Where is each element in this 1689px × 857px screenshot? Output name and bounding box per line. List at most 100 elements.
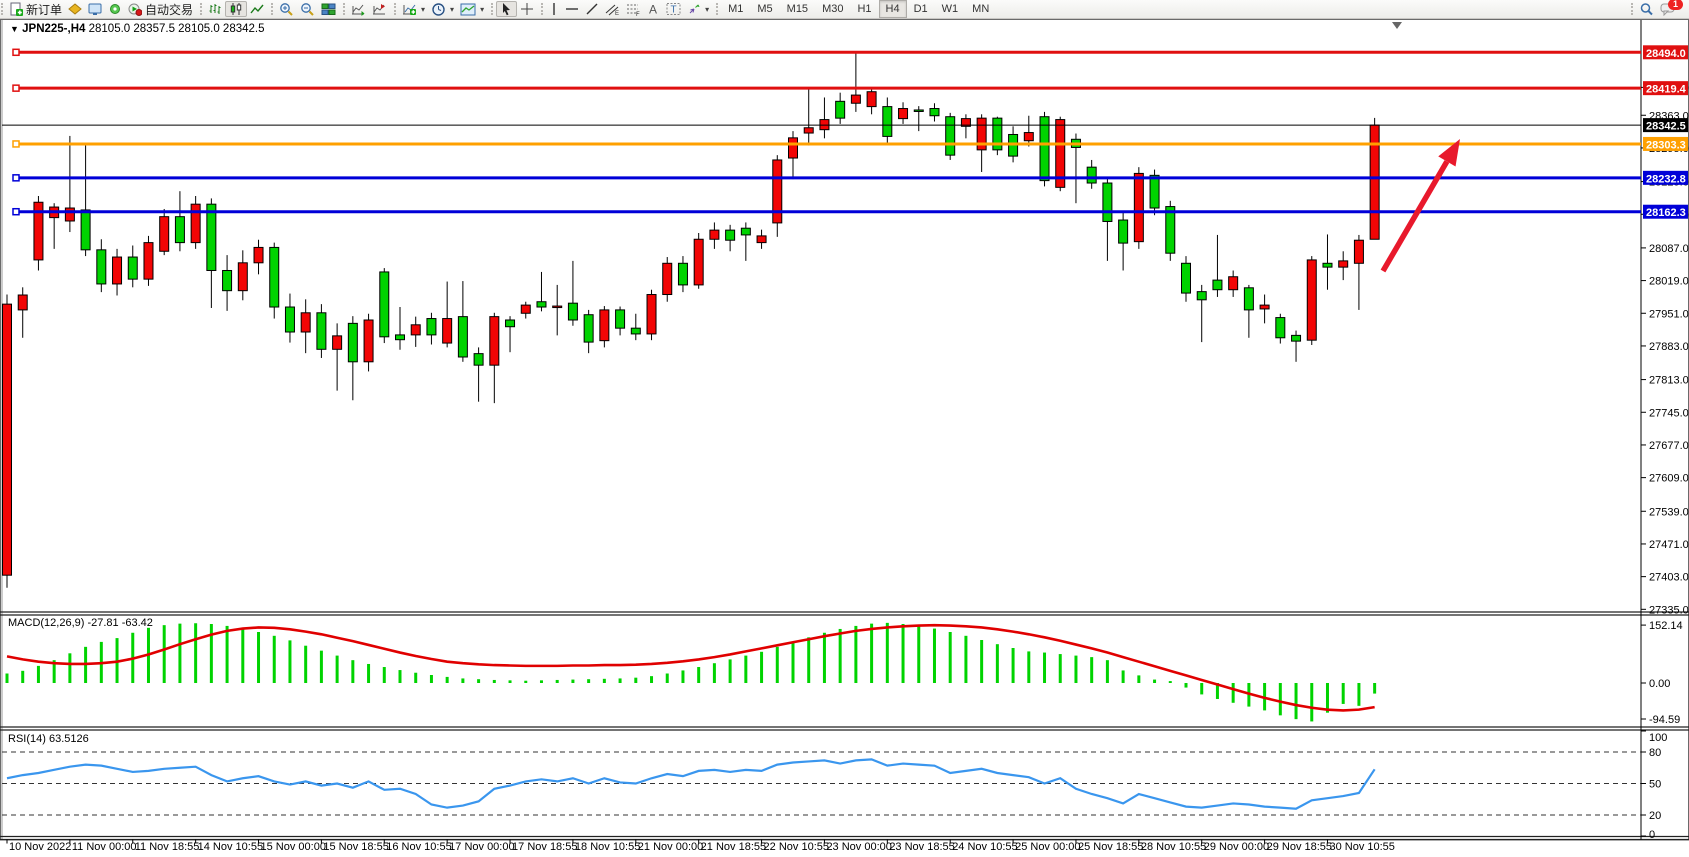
hline-marker[interactable] (12, 207, 20, 216)
candle-body (237, 262, 248, 292)
auto-trading-label: 自动交易 (145, 2, 194, 17)
notifications-button[interactable]: 1 (1657, 0, 1683, 17)
candle-body (473, 353, 484, 366)
auto-scroll-button[interactable] (348, 1, 369, 17)
metaeditor-icon (68, 3, 82, 15)
text-button[interactable]: A (644, 1, 663, 17)
timeframe-m1[interactable]: M1 (728, 3, 744, 15)
hline-marker[interactable] (12, 174, 20, 182)
crosshair-button[interactable] (517, 1, 537, 17)
candle-body (395, 334, 405, 341)
price-tick-label: 27951.0 (1649, 308, 1689, 320)
fibonacci-button[interactable]: F (623, 1, 644, 17)
candle-body (567, 302, 578, 321)
arrows-button[interactable]: ▾ (684, 1, 712, 17)
auto-trading-button[interactable]: 自动交易 (125, 1, 196, 17)
text-icon: A (649, 3, 657, 17)
trendline-button[interactable] (582, 1, 602, 17)
timeframe-d1[interactable]: D1 (913, 3, 928, 15)
timeframe-m30[interactable]: M30 (822, 3, 844, 15)
equidistant-channel-button[interactable]: E (602, 1, 623, 17)
rsi-indicator-label: RSI(14) 63.5126 (8, 733, 89, 745)
text-label-button[interactable]: T (663, 1, 684, 17)
price-badge-label: 28232.8 (1646, 173, 1686, 185)
price-badge (1643, 170, 1688, 185)
collapse-arrow-icon[interactable]: ▼ (10, 24, 19, 34)
fibonacci-icon: F (627, 4, 640, 16)
candle-body (709, 229, 720, 240)
candle-body (316, 312, 327, 350)
candle-body (945, 116, 956, 156)
rsi-line (6, 758, 1376, 810)
periods-button[interactable]: ▾ (428, 1, 457, 17)
candle-body (1039, 116, 1050, 182)
svg-text:F: F (636, 12, 640, 16)
date-label: 11 Nov 00:00 (72, 841, 137, 853)
timeframe-h1[interactable]: H1 (857, 3, 872, 15)
candle-body (1353, 239, 1364, 264)
candle-body (269, 246, 280, 308)
candle-body (64, 207, 75, 222)
vertical-line-button[interactable] (546, 1, 562, 17)
candle-body (489, 316, 500, 366)
signals-button[interactable] (105, 1, 125, 17)
signals-icon (110, 4, 121, 14)
periods-clock-icon (432, 2, 445, 16)
bar-chart-button[interactable] (205, 1, 225, 17)
candle-body (803, 127, 814, 134)
date-label: 24 Nov 10:55 (952, 841, 1017, 853)
line-chart-button[interactable] (247, 1, 267, 17)
price-tick-label: 27609.0 (1649, 473, 1689, 485)
chart-shift-icon (373, 4, 386, 15)
timeframe-m15[interactable]: M15 (786, 3, 809, 15)
candle-body (1149, 174, 1160, 209)
hline-marker[interactable] (12, 48, 20, 57)
periods-caret-icon: ▾ (450, 4, 455, 14)
candle-body (1212, 279, 1223, 291)
candle-body (583, 314, 594, 343)
new-order-button[interactable]: 新订单 (6, 1, 65, 17)
chart-title: ▼ JPN225-,H4 28105.0 28357.5 28105.0 283… (10, 23, 265, 35)
trend-arrow-line[interactable] (1380, 160, 1450, 273)
macd-indicator-label: MACD(12,26,9) -27.81 -63.42 (8, 617, 153, 629)
candlestick-chart-button[interactable] (225, 1, 248, 17)
timeframe-m5[interactable]: M5 (757, 3, 773, 15)
horizontal-line-button[interactable] (562, 1, 582, 17)
zoom-out-button[interactable] (297, 1, 318, 17)
candle-body (206, 203, 217, 271)
zoom-in-button[interactable] (276, 1, 297, 17)
timeframe-h4[interactable]: H4 (878, 0, 907, 18)
metaeditor-button[interactable] (65, 1, 85, 17)
candle-body (1322, 262, 1333, 268)
templates-caret-icon: ▾ (480, 4, 485, 14)
arrows-icon (689, 4, 700, 14)
cursor-button[interactable] (496, 1, 518, 17)
tile-windows-button[interactable] (318, 1, 339, 17)
timeframe-w1[interactable]: W1 (941, 3, 959, 15)
terminal-button[interactable] (85, 1, 105, 17)
chart-shift-marker-icon[interactable] (1392, 22, 1402, 29)
candle-body (913, 109, 924, 112)
indicators-button[interactable]: ▾ (399, 1, 428, 17)
chart-shift-button[interactable] (369, 1, 390, 17)
bar-chart-icon (209, 4, 221, 14)
candle-body (2, 303, 12, 576)
candle-body (960, 118, 971, 127)
candle-body (1369, 124, 1380, 240)
candle-body (127, 256, 138, 280)
trend-arrow-head[interactable] (1438, 139, 1460, 167)
candle-body (1291, 334, 1302, 342)
candle-body (1165, 206, 1176, 254)
hline-marker[interactable] (12, 84, 20, 92)
search-icon (1640, 2, 1653, 15)
templates-button[interactable]: ▾ (457, 1, 487, 17)
candle-body (1086, 166, 1097, 184)
terminal-icon (88, 3, 102, 15)
candle-body (457, 316, 468, 358)
price-badge-label: 28419.4 (1646, 84, 1687, 96)
hline-marker[interactable] (12, 140, 20, 148)
search-button[interactable] (1636, 1, 1657, 17)
timeframe-mn[interactable]: MN (972, 3, 990, 15)
candle-body (17, 294, 28, 311)
